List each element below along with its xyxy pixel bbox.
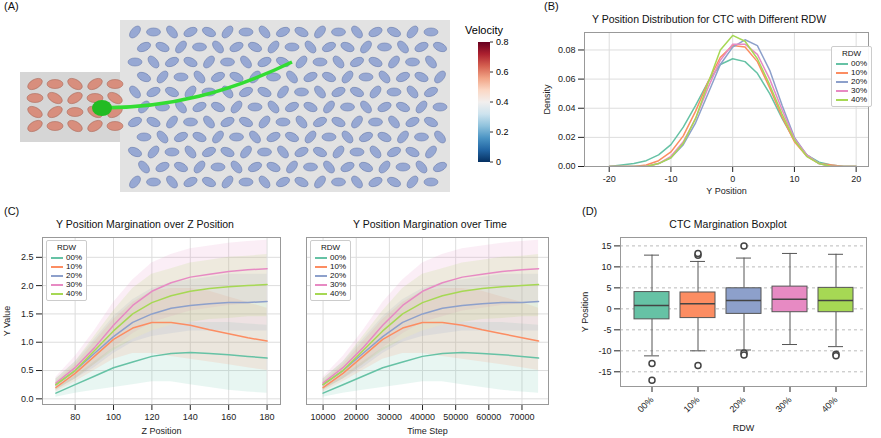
svg-text:5: 5 xyxy=(606,283,611,293)
svg-text:Z Position: Z Position xyxy=(141,426,181,436)
html-text:10%: 10% xyxy=(330,262,346,271)
html-text:(B): (B) xyxy=(544,0,559,12)
svg-text:30%: 30% xyxy=(774,395,794,415)
html-text:20%: 20% xyxy=(66,271,82,280)
svg-text:10%: 10% xyxy=(682,395,702,415)
html-text:30%: 30% xyxy=(851,86,867,95)
html-text:Y Position Margination over Ti: Y Position Margination over Time xyxy=(353,218,507,230)
svg-text:10: 10 xyxy=(601,262,611,272)
html-text:Y Position Distribution for CT: Y Position Distribution for CTC with Dif… xyxy=(591,13,827,25)
svg-text:0: 0 xyxy=(496,157,501,167)
html-text:40%: 40% xyxy=(851,95,867,104)
html-text:10%: 10% xyxy=(851,68,867,77)
svg-text:RDW: RDW xyxy=(733,423,755,433)
svg-text:60000: 60000 xyxy=(476,412,501,422)
html-text:CTC Margination Boxplot: CTC Margination Boxplot xyxy=(669,218,787,230)
html-text:20%: 20% xyxy=(330,271,346,280)
svg-text:2.0: 2.0 xyxy=(21,280,34,290)
svg-text:20: 20 xyxy=(851,174,861,184)
svg-text:Y Position: Y Position xyxy=(706,186,746,196)
svg-text:120: 120 xyxy=(144,412,159,422)
svg-text:30000: 30000 xyxy=(377,412,402,422)
svg-text:0.4: 0.4 xyxy=(496,97,509,107)
html-text:10%: 10% xyxy=(66,262,82,271)
html-text:00%: 00% xyxy=(66,253,82,262)
svg-text:20000: 20000 xyxy=(344,412,369,422)
svg-text:0.8: 0.8 xyxy=(496,37,509,47)
svg-text:0: 0 xyxy=(606,304,611,314)
svg-text:-20: -20 xyxy=(603,174,616,184)
svg-text:0.02: 0.02 xyxy=(558,132,576,142)
svg-text:10000: 10000 xyxy=(311,412,336,422)
svg-text:40%: 40% xyxy=(820,395,840,415)
svg-text:-10: -10 xyxy=(598,346,611,356)
html-text:(A): (A) xyxy=(4,0,19,12)
svg-text:0.06: 0.06 xyxy=(558,74,576,84)
html-text:40%: 40% xyxy=(330,289,346,298)
svg-text:20%: 20% xyxy=(728,395,748,415)
svg-text:160: 160 xyxy=(221,412,236,422)
svg-text:1.0: 1.0 xyxy=(21,337,34,347)
svg-text:70000: 70000 xyxy=(509,412,534,422)
svg-text:15: 15 xyxy=(601,241,611,251)
svg-text:-15: -15 xyxy=(598,367,611,377)
svg-text:-10: -10 xyxy=(664,174,677,184)
svg-text:Time Step: Time Step xyxy=(407,426,448,436)
svg-text:Y Value: Y Value xyxy=(2,306,12,337)
svg-text:0.00: 0.00 xyxy=(558,161,576,171)
svg-text:0: 0 xyxy=(730,174,735,184)
svg-text:0.6: 0.6 xyxy=(496,67,509,77)
html-text:(D): (D) xyxy=(582,205,598,217)
svg-text:140: 140 xyxy=(183,412,198,422)
html-text:Y Position Margination over Z: Y Position Margination over Z Position xyxy=(56,218,234,230)
svg-text:0.5: 0.5 xyxy=(21,365,34,375)
svg-text:-5: -5 xyxy=(603,325,611,335)
html-text:30%: 30% xyxy=(66,280,82,289)
html-text:RDW: RDW xyxy=(57,243,77,252)
svg-text:Velocity: Velocity xyxy=(465,24,503,36)
svg-text:0.2: 0.2 xyxy=(496,127,509,137)
svg-text:2.5: 2.5 xyxy=(21,252,34,262)
html-text:20%: 20% xyxy=(851,77,867,86)
html-text:RDW: RDW xyxy=(841,49,861,58)
html-text:40%: 40% xyxy=(66,289,82,298)
svg-text:0.04: 0.04 xyxy=(558,103,576,113)
svg-text:10: 10 xyxy=(789,174,799,184)
html-text:00%: 00% xyxy=(851,59,867,68)
svg-text:Density: Density xyxy=(542,84,552,115)
svg-text:00%: 00% xyxy=(636,395,656,415)
svg-text:180: 180 xyxy=(260,412,275,422)
svg-text:100: 100 xyxy=(106,412,121,422)
html-text:00%: 00% xyxy=(330,253,346,262)
html-text:30%: 30% xyxy=(330,280,346,289)
svg-text:Y Position: Y Position xyxy=(580,292,590,332)
svg-text:0.0: 0.0 xyxy=(21,394,34,404)
html-text:RDW: RDW xyxy=(321,243,341,252)
svg-text:1.5: 1.5 xyxy=(21,309,34,319)
svg-text:40000: 40000 xyxy=(410,412,435,422)
svg-text:50000: 50000 xyxy=(443,412,468,422)
svg-text:0.08: 0.08 xyxy=(558,45,576,55)
svg-text:80: 80 xyxy=(70,412,80,422)
html-text:(C): (C) xyxy=(4,205,20,217)
